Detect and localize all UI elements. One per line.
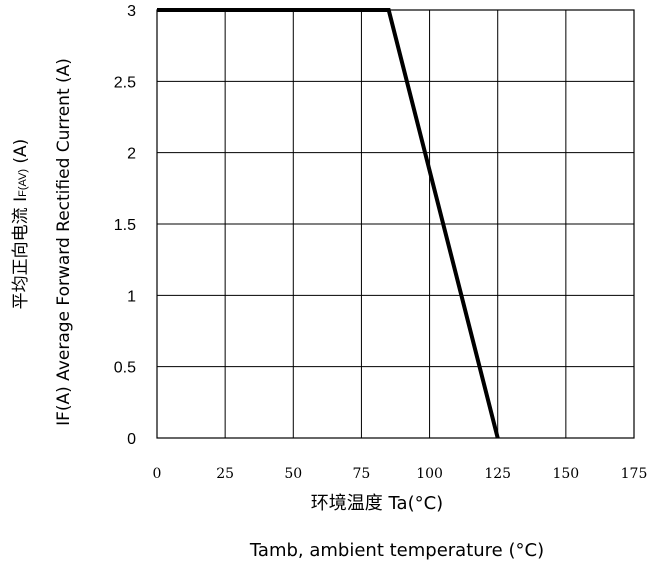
x-axis-label-en: Tamb, ambient temperature (°C) [249, 540, 544, 561]
y-tick-label: 3 [127, 3, 136, 20]
x-tick-label: 175 [621, 466, 648, 482]
y-axis-label-cn: 平均正向电流 IF(AV) (A) [11, 139, 31, 310]
y-tick-label: 0.5 [114, 360, 136, 377]
y-tick-labels: 0 0.5 1 1.5 2 2.5 3 [114, 3, 136, 448]
x-tick-label: 50 [284, 466, 302, 482]
x-tick-label: 150 [552, 466, 579, 482]
x-tick-label: 25 [216, 466, 234, 482]
y-tick-label: 2.5 [114, 74, 136, 91]
y-axis-label-cn-unit: (A) [11, 139, 31, 169]
x-tick-label: 0 [153, 466, 162, 482]
y-tick-label: 2 [127, 146, 136, 163]
y-axis-label-cn-sub: F(AV) [17, 169, 29, 197]
x-tick-label: 100 [416, 466, 443, 482]
x-axis-label-cn: 环境温度 Ta(°C) [311, 493, 443, 514]
x-tick-label: 75 [353, 466, 371, 482]
series-lines [157, 8, 500, 439]
y-tick-label: 1.5 [114, 217, 136, 234]
x-tick-labels: 0 25 50 75 100 125 150 175 [153, 466, 648, 482]
y-axis-label-cn-main: 平均正向电流 I [11, 197, 31, 309]
x-tick-label: 125 [484, 466, 511, 482]
y-tick-label: 1 [127, 288, 136, 305]
plot-frame [156, 9, 635, 439]
series-line [157, 8, 500, 439]
y-axis-label-en: IF(A) Average Forward Rectified Current … [54, 58, 74, 426]
grid-lines [156, 9, 635, 439]
y-tick-label: 0 [127, 431, 136, 448]
